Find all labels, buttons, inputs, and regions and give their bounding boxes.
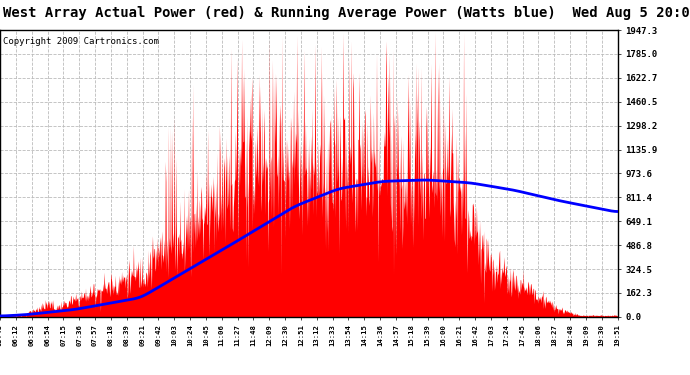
Text: Copyright 2009 Cartronics.com: Copyright 2009 Cartronics.com — [3, 37, 159, 46]
Text: West Array Actual Power (red) & Running Average Power (Watts blue)  Wed Aug 5 20: West Array Actual Power (red) & Running … — [3, 6, 690, 20]
